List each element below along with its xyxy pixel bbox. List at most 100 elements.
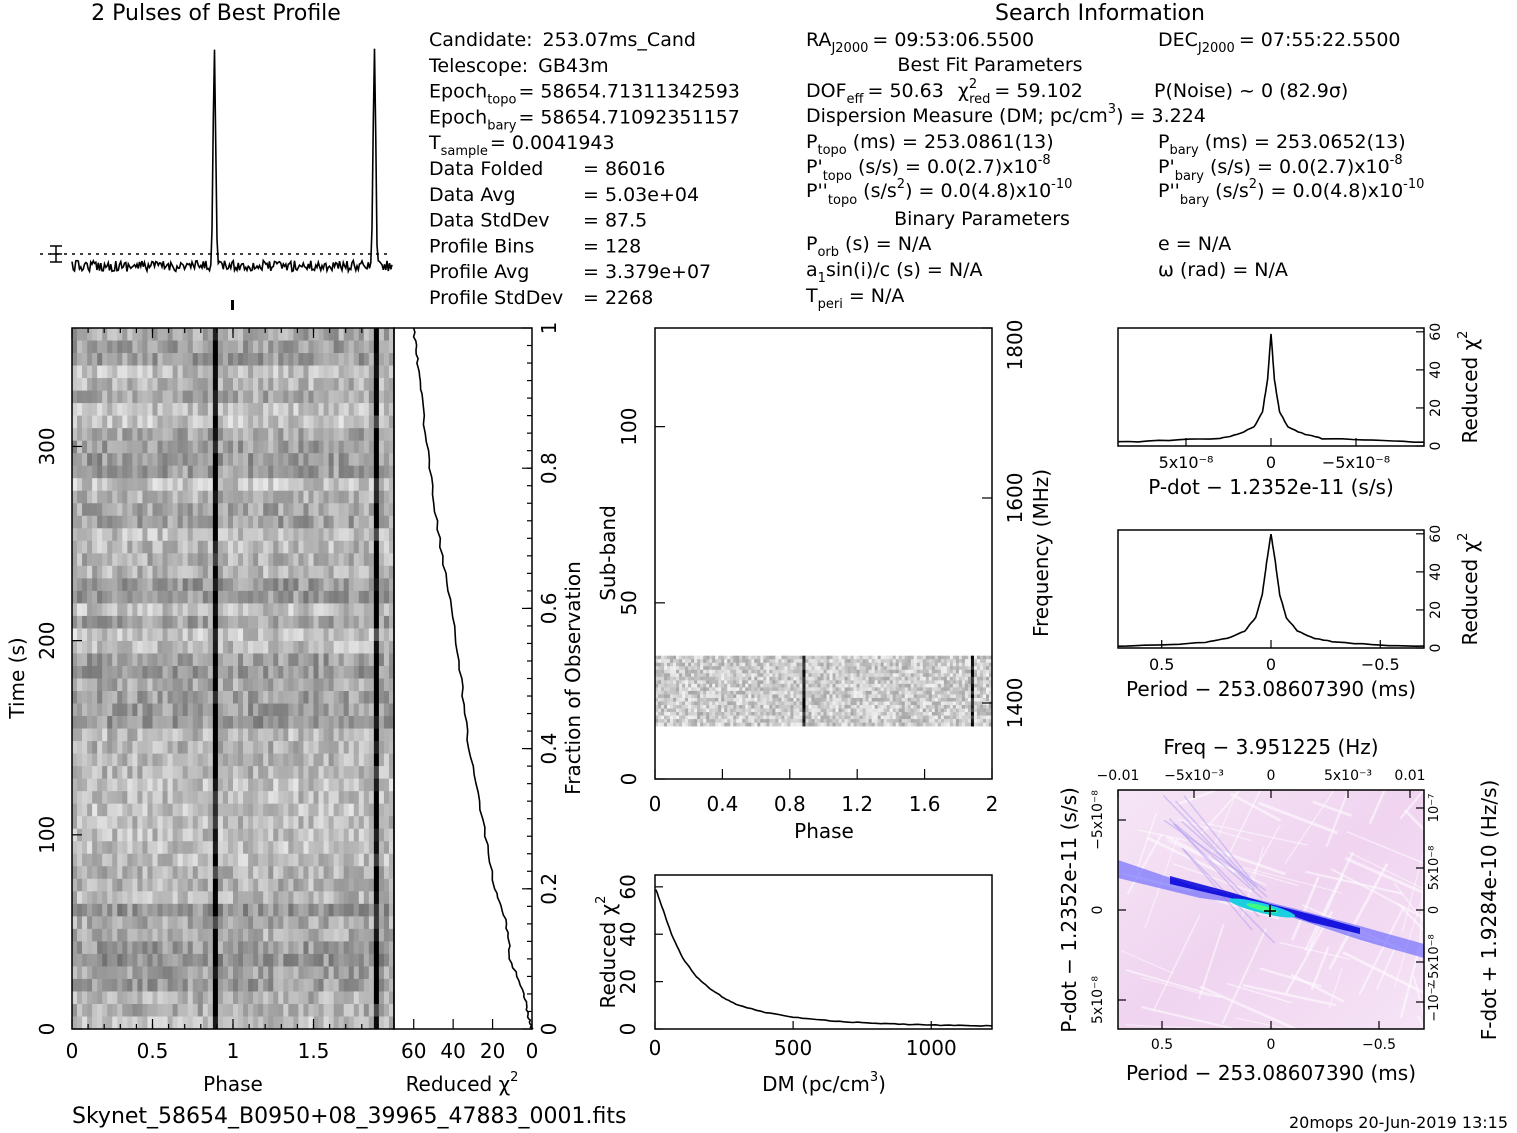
heatmap-cell: [147, 403, 153, 416]
heatmap-cell: [811, 694, 815, 699]
heatmap-cell: [273, 390, 279, 404]
heatmap-cell: [368, 440, 375, 454]
heatmap-cell: [338, 741, 344, 754]
heatmap-cell: [910, 687, 915, 692]
heatmap-cell: [283, 741, 289, 754]
heatmap-cell: [871, 662, 875, 667]
heatmap-cell: [157, 353, 163, 366]
heatmap-cell: [868, 669, 872, 674]
heatmap-cell: [328, 878, 334, 892]
heatmap-cell: [388, 753, 395, 767]
heatmap-cell: [910, 659, 915, 664]
heatmap-cell: [383, 328, 390, 341]
heatmap-cell: [661, 673, 665, 678]
heatmap-cell: [192, 665, 199, 679]
heatmap-cell: [278, 453, 284, 466]
heatmap-cell: [233, 916, 239, 930]
heatmap-cell: [293, 528, 299, 542]
heatmap-cell: [243, 340, 249, 354]
heatmap-cell: [378, 866, 385, 880]
heatmap-cell: [298, 828, 304, 842]
heatmap-cell: [712, 669, 716, 674]
heatmap-cell: [298, 891, 304, 905]
heatmap-cell: [988, 659, 993, 664]
heatmap-cell: [328, 766, 334, 779]
heatmap-cell: [388, 640, 395, 654]
heatmap-cell: [754, 680, 758, 685]
heatmap-cell: [793, 655, 797, 660]
heatmap-cell: [333, 653, 339, 667]
heatmap-cell: [177, 928, 183, 942]
heatmap-cell: [742, 694, 746, 699]
heatmap-cell: [739, 676, 743, 681]
heatmap-cell: [157, 916, 163, 930]
heatmap-cell: [288, 978, 294, 992]
heatmap-cell: [943, 666, 948, 671]
heatmap-cell: [283, 841, 289, 855]
heatmap-cell: [273, 590, 279, 604]
heatmap-cell: [348, 528, 355, 542]
heatmap-cell: [273, 440, 279, 454]
heatmap-cell: [117, 941, 123, 955]
heatmap-cell: [712, 655, 716, 660]
heatmap-cell: [946, 669, 951, 674]
heatmap-cell: [298, 428, 304, 441]
heatmap-cell: [901, 680, 906, 685]
heatmap-cell: [212, 603, 219, 617]
heatmap-cell: [227, 340, 234, 354]
heatmap-cell: [673, 680, 677, 685]
heatmap-cell: [958, 690, 963, 695]
heatmap-cell: [233, 503, 239, 517]
heatmap-cell: [318, 928, 324, 942]
heatmap-cell: [348, 841, 355, 855]
heatmap-cell: [278, 816, 284, 830]
heatmap-cell: [112, 478, 118, 492]
heatmap-cell: [117, 428, 123, 441]
heatmap-cell: [388, 553, 395, 567]
heatmap-cell: [268, 841, 274, 855]
heatmap-cell: [303, 878, 309, 892]
heatmap-cell: [799, 676, 803, 681]
heatmap-cell: [182, 553, 189, 567]
heatmap-cell: [353, 903, 360, 917]
heatmap-cell: [727, 676, 731, 681]
heatmap-cell: [127, 490, 133, 504]
heatmap-cell: [263, 640, 269, 654]
heatmap-cell: [856, 687, 860, 692]
heatmap-cell: [202, 603, 209, 617]
heatmap-cell: [172, 678, 178, 692]
heatmap-cell: [925, 676, 930, 681]
heatmap-cell: [107, 841, 113, 855]
heatmap-cell: [373, 866, 380, 880]
heatmap-cell: [973, 662, 978, 667]
heatmap-cell: [318, 678, 324, 692]
heatmap-cell: [127, 766, 133, 779]
heatmap-cell: [373, 578, 380, 592]
heatmap-cell: [757, 673, 761, 678]
heatmap-cell: [137, 853, 143, 867]
heatmap-cell: [333, 803, 339, 817]
heatmap-cell: [358, 916, 365, 930]
heatmap-cell: [152, 503, 158, 517]
heatmap-cell: [303, 691, 309, 704]
heatmap-cell: [238, 891, 244, 905]
heatmap-cell: [661, 676, 665, 681]
heatmap-cell: [910, 655, 915, 660]
heatmap-cell: [248, 353, 254, 366]
heatmap-cell: [77, 803, 83, 817]
heatmap-cell: [212, 565, 219, 579]
heatmap-cell: [724, 694, 728, 699]
heatmap-cell: [388, 490, 395, 504]
heatmap-cell: [227, 991, 234, 1005]
heatmap-cell: [227, 440, 234, 454]
heatmap-cell: [227, 866, 234, 880]
heatmap-cell: [338, 1016, 344, 1030]
heatmap-cell: [373, 716, 380, 729]
heatmap-cell: [313, 453, 319, 466]
heatmap-cell: [273, 640, 279, 654]
heatmap-cell: [122, 766, 128, 779]
heatmap-cell: [358, 778, 365, 792]
heatmap-cell: [243, 791, 249, 804]
heatmap-cell: [835, 683, 839, 688]
heatmap-cell: [283, 665, 289, 679]
